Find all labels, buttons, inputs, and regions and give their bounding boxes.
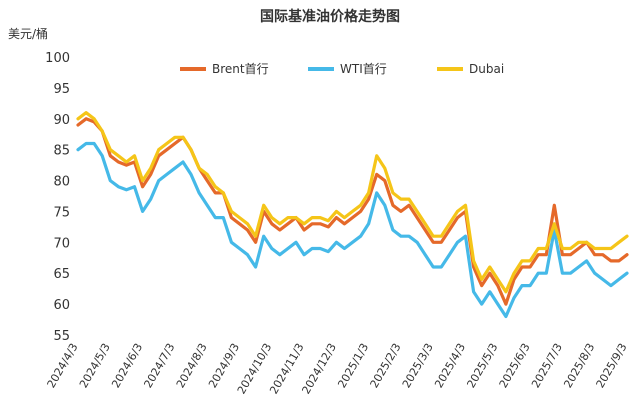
x-tick-label: 2025/4/3 <box>432 341 468 390</box>
legend: Brent首行 WTI首行 Dubai <box>180 62 504 76</box>
y-tick-label: 55 <box>53 329 70 344</box>
series-lines <box>76 110 629 319</box>
y-axis-unit: 美元/桶 <box>8 26 48 41</box>
y-tick-label: 80 <box>53 175 70 190</box>
x-tick-label: 2025/8/3 <box>561 341 597 390</box>
series-line-2 <box>76 110 629 294</box>
x-tick-label: 2025/3/3 <box>400 341 436 390</box>
y-tick-label: 75 <box>53 205 70 220</box>
x-tick-label: 2024/7/3 <box>142 341 178 390</box>
y-tick-label: 70 <box>53 236 70 251</box>
x-tick-label: 2024/4/3 <box>45 341 81 390</box>
x-tick-label: 2025/6/3 <box>497 341 533 390</box>
y-tick-label: 65 <box>53 267 70 282</box>
y-tick-label: 85 <box>53 144 70 159</box>
y-tick-label: 90 <box>53 113 70 128</box>
x-axis-ticks: 2024/4/32024/5/32024/6/32024/7/32024/8/3… <box>45 341 630 396</box>
x-tick-label: 2024/5/3 <box>77 341 113 390</box>
x-tick-label: 2025/2/3 <box>368 341 404 390</box>
y-axis-ticks: 55 60 65 70 75 80 85 90 95 100 <box>45 51 70 344</box>
legend-label: Brent首行 <box>212 62 269 76</box>
y-tick-label: 60 <box>53 298 70 313</box>
x-tick-label: 2024/9/3 <box>206 341 242 390</box>
legend-label: WTI首行 <box>340 62 387 76</box>
y-tick-label: 95 <box>53 82 70 97</box>
x-tick-label: 2025/5/3 <box>464 341 500 390</box>
chart-title: 国际基准油价格走势图 <box>260 8 400 25</box>
series-line-1 <box>76 141 629 319</box>
y-tick-label: 100 <box>45 51 70 66</box>
x-tick-label: 2025/9/3 <box>594 341 630 390</box>
legend-label: Dubai <box>469 62 504 76</box>
x-tick-label: 2025/1/3 <box>335 341 371 390</box>
x-tick-label: 2025/7/3 <box>529 341 565 390</box>
series-line-0 <box>76 117 629 306</box>
x-tick-label: 2024/8/3 <box>174 341 210 390</box>
x-tick-label: 2024/6/3 <box>109 341 145 390</box>
